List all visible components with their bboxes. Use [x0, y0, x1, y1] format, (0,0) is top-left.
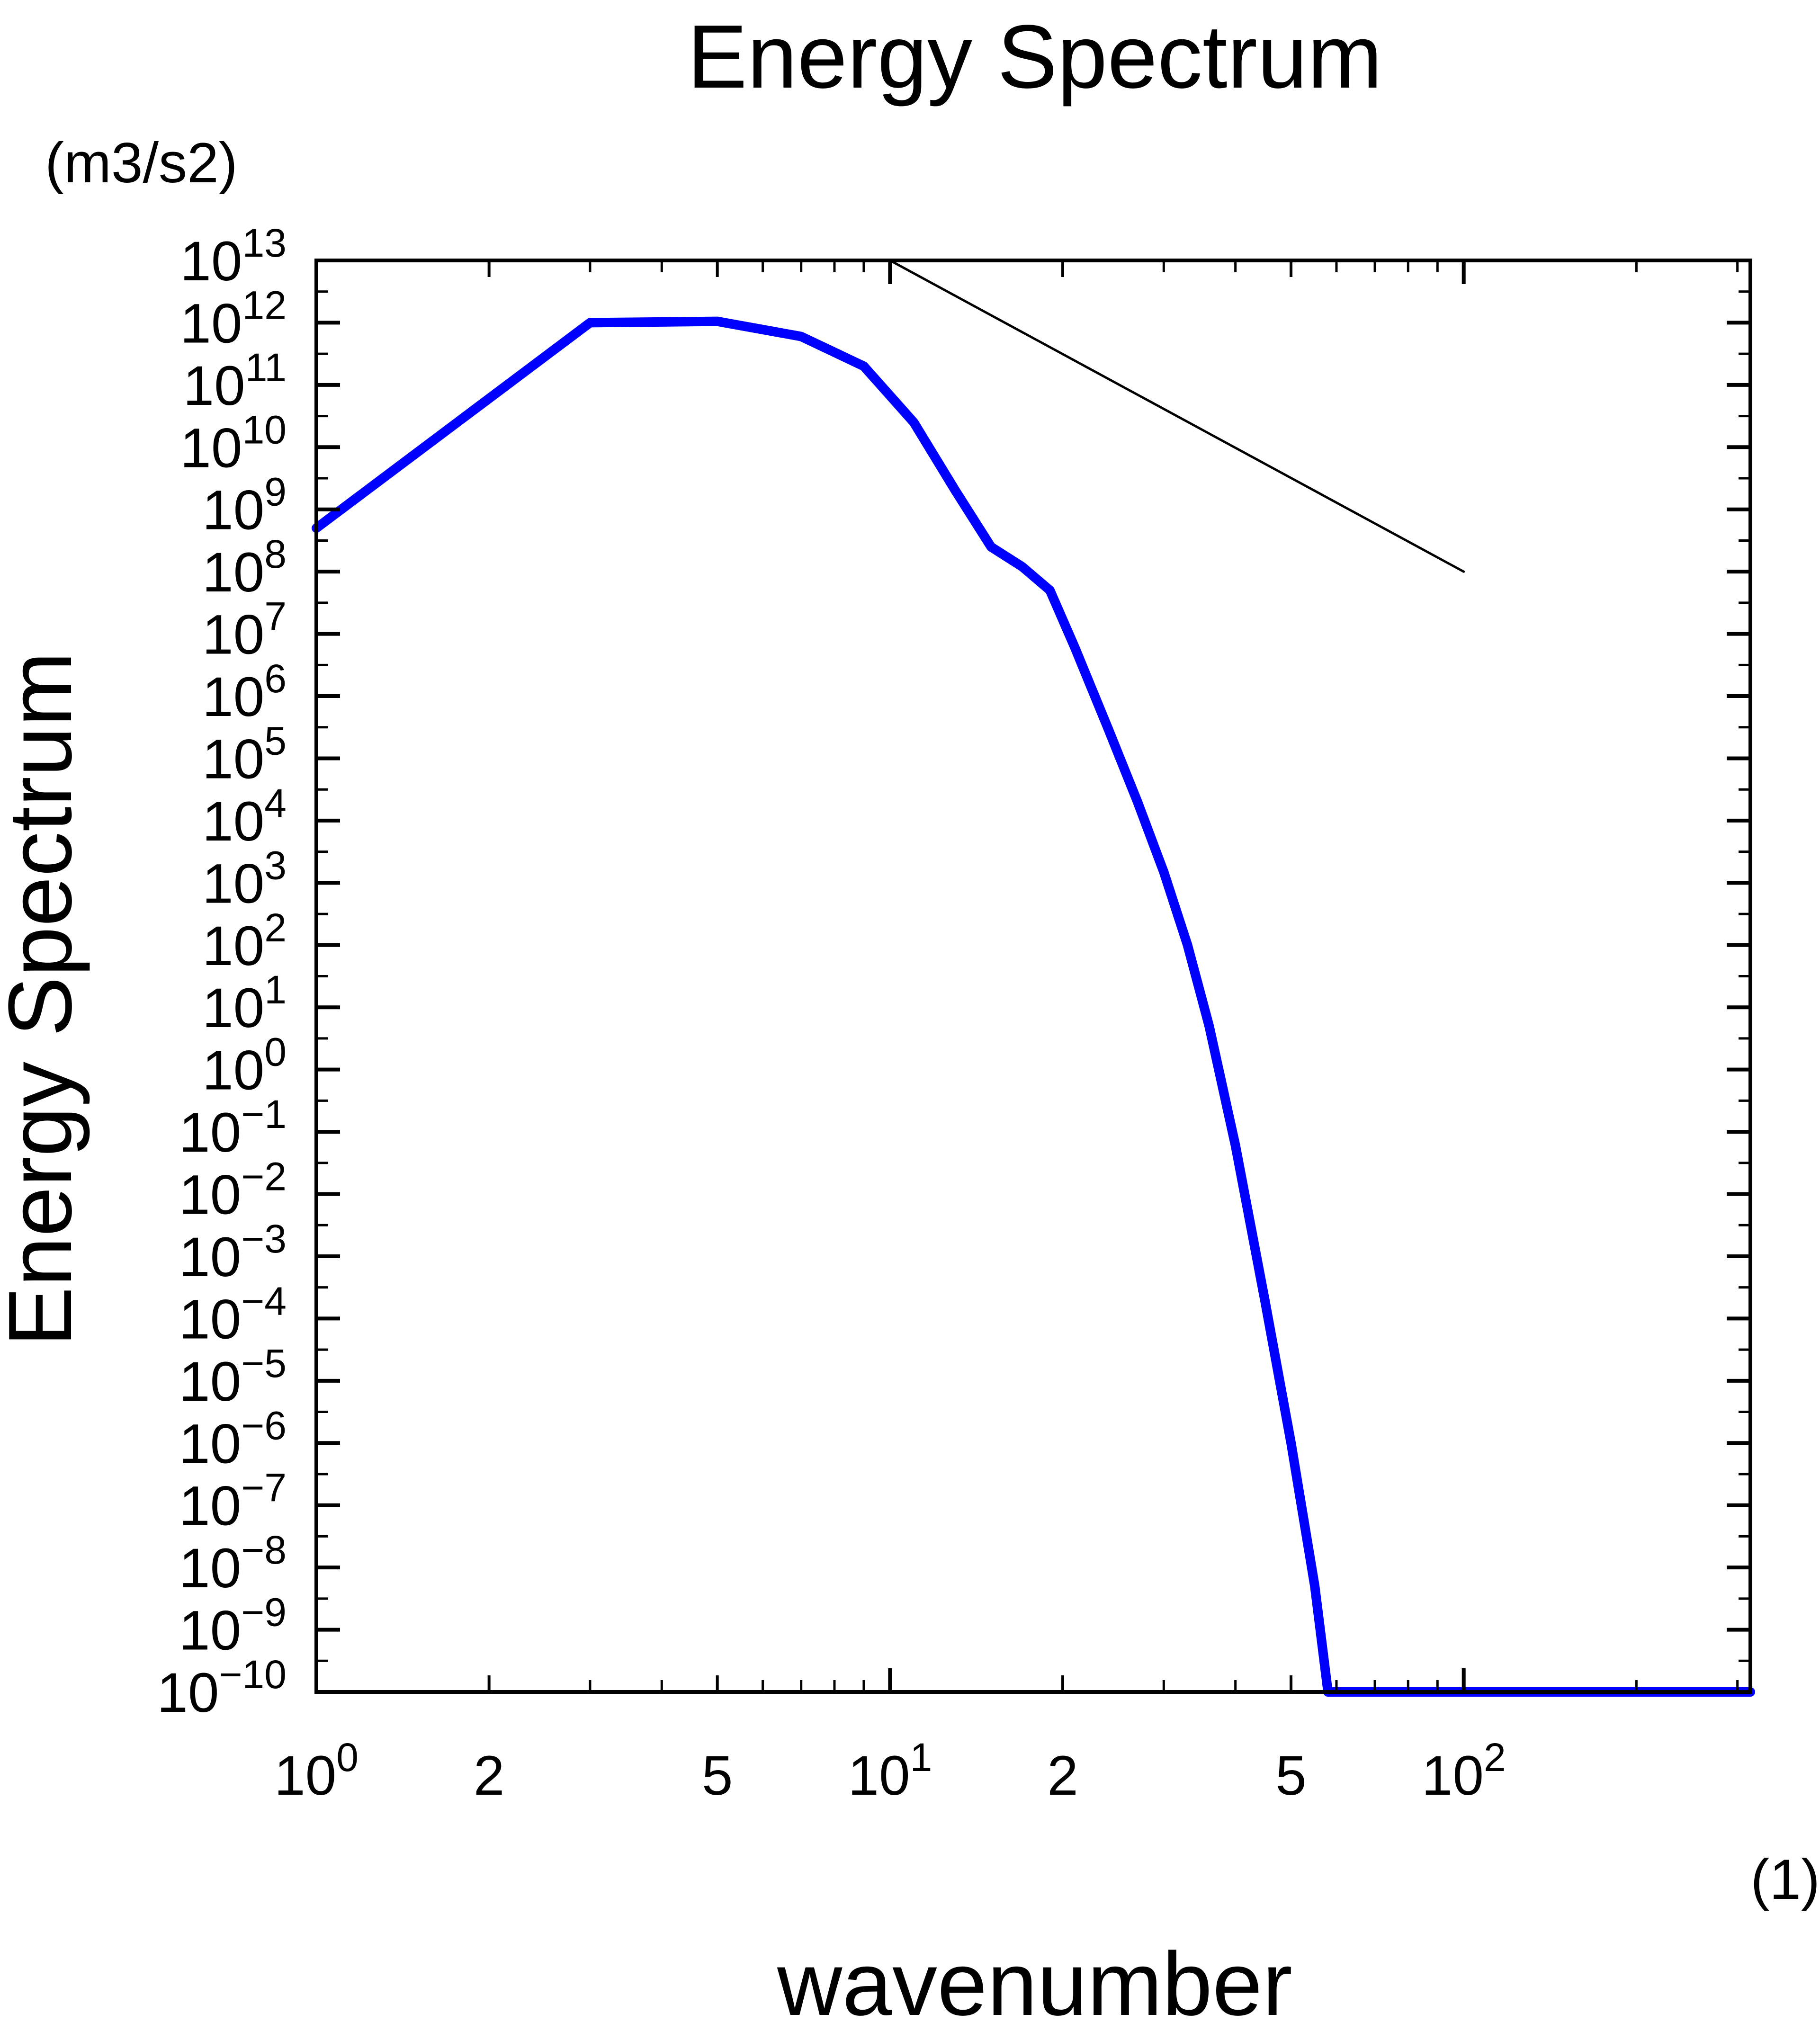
- y-tick-label: 106: [202, 656, 287, 728]
- y-tick-label: 1010: [180, 407, 287, 479]
- y-tick-label: 10−1: [179, 1092, 287, 1164]
- y-tick-label: 10−4: [179, 1279, 287, 1351]
- x-tick-label: 2: [1047, 1745, 1078, 1807]
- x-tick-label: 5: [1275, 1745, 1307, 1807]
- y-tick-label: 10−6: [179, 1403, 287, 1475]
- y-tick-label: 10−8: [179, 1528, 287, 1600]
- x-tick-label: 100: [274, 1735, 359, 1807]
- y-tick-label: 10−10: [157, 1652, 287, 1724]
- y-tick-label: 1013: [180, 221, 287, 293]
- x-axis-unit: (1): [1750, 1848, 1820, 1911]
- axis-ticks: 1013101210111010109108107106105104103102…: [157, 221, 1750, 1807]
- y-tick-label: 10−9: [179, 1590, 287, 1662]
- plot-area: [312, 259, 1755, 1697]
- y-tick-label: 107: [202, 594, 287, 666]
- y-tick-label: 10−5: [179, 1341, 287, 1413]
- y-tick-label: 104: [202, 781, 287, 853]
- series-line-energy: [312, 316, 1755, 1697]
- x-tick-label: 102: [1422, 1735, 1506, 1807]
- plot-frame: [314, 259, 1752, 1694]
- y-axis-unit: (m3/s2): [45, 131, 238, 195]
- y-tick-label: 10−2: [179, 1154, 287, 1226]
- y-tick-label: 100: [202, 1030, 287, 1102]
- reference-slope-line: [888, 259, 1465, 573]
- chart-title: Energy Spectrum: [687, 7, 1382, 107]
- x-axis-label: wavenumber: [777, 1934, 1292, 2031]
- y-tick-label: 109: [202, 470, 287, 542]
- y-tick-label: 1012: [180, 283, 287, 355]
- y-tick-label: 10−7: [179, 1466, 287, 1538]
- x-tick-label: 5: [702, 1745, 733, 1807]
- y-tick-label: 10−3: [179, 1217, 287, 1288]
- y-tick-label: 101: [202, 967, 287, 1039]
- y-tick-label: 1011: [183, 345, 287, 417]
- y-tick-label: 102: [202, 905, 287, 977]
- y-axis-label: Energy Spectrum: [0, 652, 90, 1347]
- y-tick-label: 105: [202, 718, 287, 790]
- y-tick-label: 103: [202, 843, 287, 915]
- x-tick-label: 101: [848, 1735, 932, 1807]
- x-tick-label: 2: [474, 1745, 505, 1807]
- y-tick-label: 108: [202, 532, 287, 604]
